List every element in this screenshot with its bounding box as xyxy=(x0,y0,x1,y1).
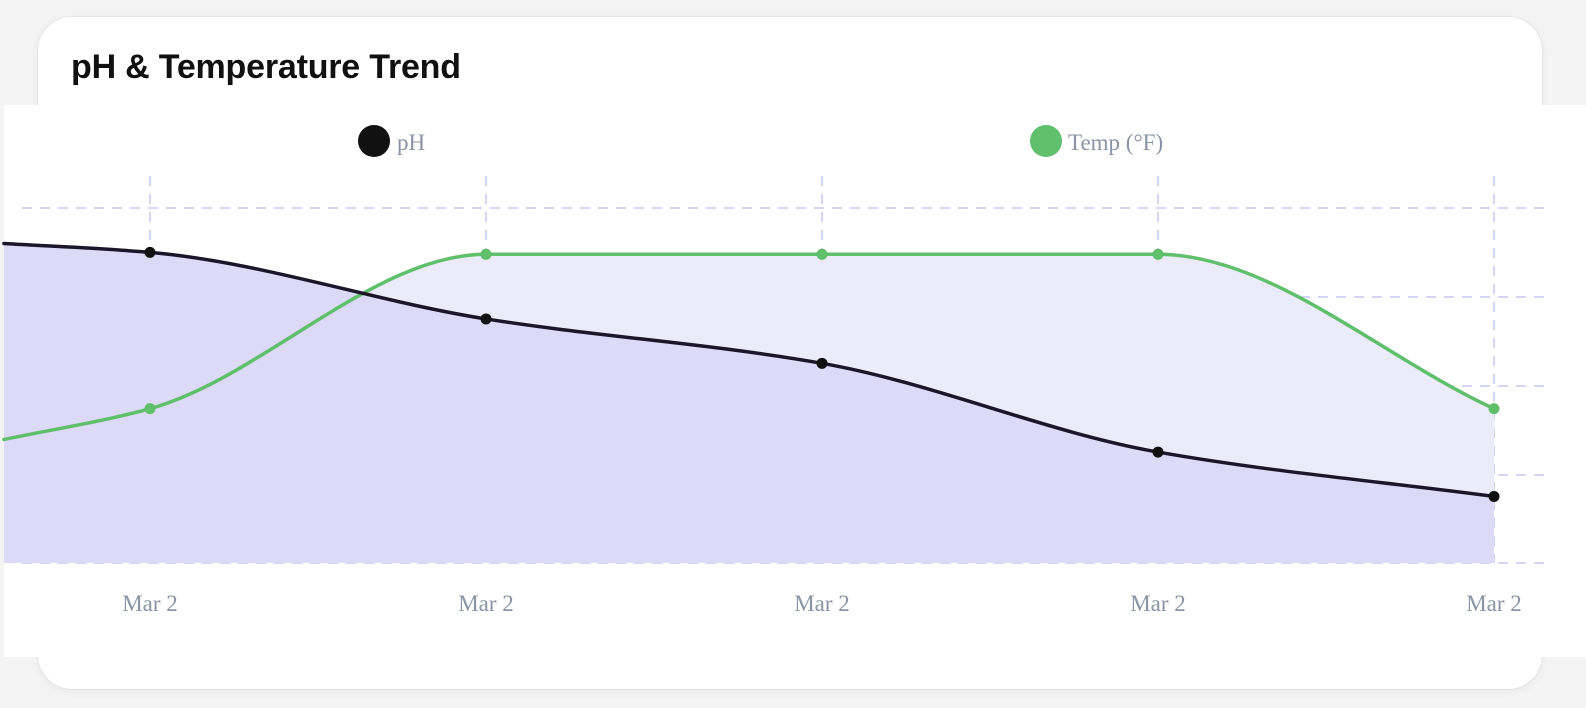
chart-legend: pH Temp (°F) xyxy=(358,125,1163,157)
ph-point-4 xyxy=(1152,446,1164,458)
temp-point-5 xyxy=(1488,403,1500,415)
temp-point-3 xyxy=(816,248,828,260)
temp-point-4 xyxy=(1152,248,1164,260)
chart-areas xyxy=(4,243,1494,563)
chart-points xyxy=(144,246,1500,502)
x-tick-label-4: Mar 2 xyxy=(1130,591,1186,616)
temp-line xyxy=(2,252,1496,442)
legend-temp-marker xyxy=(1030,125,1062,157)
ph-area xyxy=(4,243,1494,563)
temp-point-2 xyxy=(480,248,492,260)
ph-point-5 xyxy=(1488,490,1500,502)
legend-temp-label: Temp (°F) xyxy=(1068,130,1163,155)
chart-lines xyxy=(2,241,1496,499)
temp-point-1 xyxy=(144,403,156,415)
x-tick-label-3: Mar 2 xyxy=(794,591,850,616)
legend-ph-label: pH xyxy=(397,130,425,155)
x-tick-label-5: Mar 2 xyxy=(1466,591,1522,616)
ph-point-1 xyxy=(144,246,156,258)
ph-point-2 xyxy=(480,313,492,325)
ph-line xyxy=(2,241,1496,499)
x-tick-label-1: Mar 2 xyxy=(122,591,178,616)
legend-ph-marker xyxy=(358,125,390,157)
x-tick-label-2: Mar 2 xyxy=(458,591,514,616)
x-axis-ticks: Mar 2 Mar 2 Mar 2 Mar 2 Mar 2 xyxy=(122,591,1522,616)
chart-title: pH & Temperature Trend xyxy=(71,48,461,86)
ph-point-3 xyxy=(816,357,828,369)
